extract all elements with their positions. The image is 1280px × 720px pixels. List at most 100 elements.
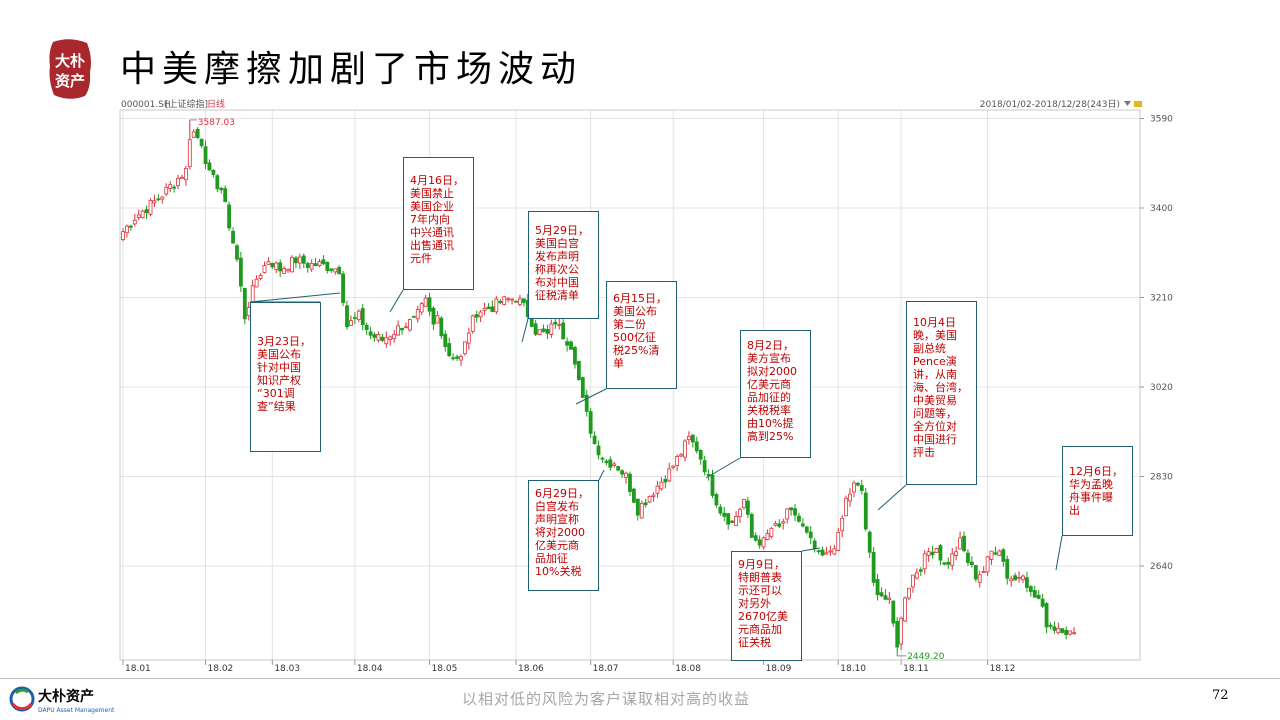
candle-body xyxy=(266,261,271,265)
candle-body xyxy=(1056,628,1061,634)
candle-body xyxy=(121,231,125,240)
candle-body xyxy=(207,162,212,171)
candle-body xyxy=(459,356,463,361)
candle-body xyxy=(683,440,687,458)
chart-date-range: 2018/01/02-2018/12/28(243日) xyxy=(980,99,1120,110)
candle-body xyxy=(561,322,566,340)
candle-body xyxy=(553,321,558,325)
candle-body xyxy=(321,259,326,265)
candle-body xyxy=(427,297,432,312)
candle-body xyxy=(836,531,841,551)
pointer-line-jun15 xyxy=(575,388,607,405)
candle-body xyxy=(1044,603,1049,628)
candle-body xyxy=(317,261,322,267)
lock-icon[interactable] xyxy=(1134,101,1142,107)
candle-body xyxy=(278,262,283,272)
candle-body xyxy=(486,306,491,310)
candle-body xyxy=(352,317,357,319)
candle-body xyxy=(125,225,129,234)
footer-brand-name: 大朴资产 xyxy=(38,688,94,705)
candle-body xyxy=(871,552,876,583)
range-dropdown-icon[interactable] xyxy=(1124,101,1131,106)
candle-body xyxy=(349,320,353,326)
candle-body xyxy=(887,597,892,601)
candle-body xyxy=(128,225,133,228)
candle-body xyxy=(376,334,381,341)
candle-body xyxy=(435,315,440,324)
candle-body xyxy=(867,531,872,553)
candle-body xyxy=(1021,575,1025,581)
candle-body xyxy=(549,323,554,335)
candle-body xyxy=(1013,575,1018,581)
candle-body xyxy=(482,307,487,311)
candle-body xyxy=(962,535,966,552)
candle-body xyxy=(793,508,797,516)
candle-body xyxy=(270,263,275,268)
candle-body xyxy=(785,508,790,520)
candle-body xyxy=(211,169,216,175)
candle-body xyxy=(148,200,153,215)
candle-body xyxy=(451,357,456,360)
candle-body xyxy=(687,435,691,441)
annotation-jun29: 6月29日， 白宫发布 声明宣称 将对2000 亿美元商 品加征 10%关税 xyxy=(528,480,599,591)
candle-body xyxy=(997,550,1002,556)
page-number: 72 xyxy=(1212,688,1229,703)
candle-body xyxy=(922,553,927,570)
candle-body xyxy=(227,204,232,229)
candle-body xyxy=(455,356,459,359)
candle-body xyxy=(930,551,935,556)
candle-body xyxy=(781,521,786,524)
y-tick-label: 3210 xyxy=(1150,294,1173,304)
candle-body xyxy=(301,255,306,264)
candle-body xyxy=(1052,626,1057,631)
candle-body xyxy=(140,210,145,219)
candle-body xyxy=(470,315,475,332)
svg-text:大朴: 大朴 xyxy=(55,52,85,70)
candle-body xyxy=(718,506,723,514)
candle-body xyxy=(753,535,758,541)
candle-body xyxy=(632,488,636,503)
candle-body xyxy=(573,347,577,365)
candle-body xyxy=(714,494,719,506)
candle-body xyxy=(337,266,342,275)
candle-body xyxy=(447,343,452,357)
candle-body xyxy=(706,474,711,476)
candle-body xyxy=(863,492,868,530)
candle-body xyxy=(655,485,660,494)
candle-body xyxy=(797,515,801,522)
x-tick-label: 18.09 xyxy=(766,664,792,674)
candle-body xyxy=(824,552,829,555)
candle-body xyxy=(1032,590,1037,598)
candle-body xyxy=(176,178,180,187)
candle-body xyxy=(765,533,770,540)
x-tick-label: 18.01 xyxy=(125,664,151,674)
candle-body xyxy=(1001,549,1006,562)
candle-body xyxy=(297,256,302,264)
chart-index-name: [上证综指] xyxy=(165,98,208,110)
pointer-line-dec6 xyxy=(1055,535,1063,571)
candle-body xyxy=(808,531,813,539)
candle-body xyxy=(290,256,294,273)
pointer-line-sep9 xyxy=(801,547,821,552)
candle-body xyxy=(604,460,609,463)
candle-body xyxy=(1068,630,1073,635)
annotation-dec6: 12月6日， 华为孟晚 舟事件曝出 xyxy=(1062,446,1133,536)
candle-body xyxy=(624,472,628,478)
candle-body xyxy=(407,319,412,331)
candle-body xyxy=(164,186,169,195)
candle-body xyxy=(694,441,699,452)
candle-body xyxy=(1005,559,1010,579)
x-tick-label: 18.10 xyxy=(840,664,866,674)
annotation-aug2: 8月2日， 美方宣布 拟对2000 亿美元商 品加征的 关税税率 由10%提 高到25% xyxy=(740,330,811,458)
candle-body xyxy=(938,545,943,561)
candle-body xyxy=(738,508,742,518)
x-tick-label: 18.12 xyxy=(990,664,1016,674)
pointer-line-mar23 xyxy=(249,292,341,303)
candle-body xyxy=(588,411,593,434)
candle-body xyxy=(852,482,856,493)
x-tick-label: 18.11 xyxy=(903,664,929,674)
candle-body xyxy=(690,434,695,443)
candle-body xyxy=(946,562,951,565)
candle-body xyxy=(647,496,652,503)
candle-body xyxy=(651,494,656,497)
